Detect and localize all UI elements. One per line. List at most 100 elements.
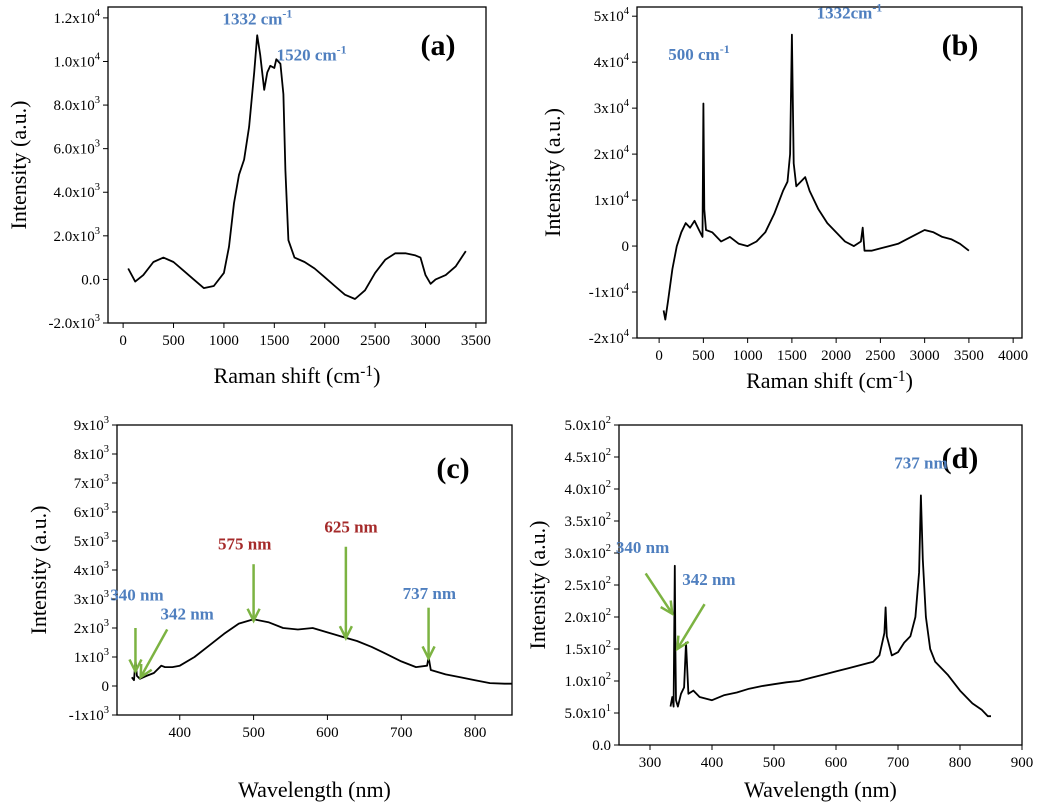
y-tick-label: 2.5x102 (565, 575, 612, 594)
peak-label: 625 nm (324, 517, 377, 536)
annotation-arrowhead (139, 663, 153, 680)
y-tick-label: 2x104 (594, 144, 630, 163)
x-tick-label: 400 (169, 725, 192, 741)
peak-label: 340 nm (110, 585, 163, 604)
panel-c: 400 500 600 700 800 -1x103 0 1x103 2x103 3x103 4x1… (26, 415, 513, 802)
y-tick-label: 3.0x102 (565, 543, 612, 562)
y-tick-label: 3x104 (594, 98, 630, 117)
peak-label: 575 nm (218, 535, 271, 554)
annotation-arrowhead (421, 645, 436, 662)
y-tick-label: 4.0x102 (565, 479, 612, 498)
peak-label: 737 nm (894, 454, 947, 473)
x-tick-label: 4000 (998, 348, 1028, 364)
y-axis-title: Intensity (a.u.) (6, 101, 31, 230)
y-axis-title: Intensity (a.u.) (540, 108, 565, 237)
panel-a: 0 500 1000 1500 2000 2500 3000 3500 -2.0x103 0.0 2… (6, 6, 491, 388)
panel-d: 300 400 500 600 700 800 900 0.0 5.0x101 1.0x102 1.… (525, 415, 1033, 802)
y-tick-label: 2.0x103 (54, 226, 101, 245)
x-axis-title: Raman shift (cm-1) (214, 363, 381, 388)
y-tick-label: 2.0x102 (565, 607, 612, 626)
spectrum-line (669, 494, 991, 718)
y-tick-label: 4x104 (594, 52, 630, 71)
y-tick-label: 6.0x103 (54, 139, 101, 158)
x-tick-label: 500 (763, 755, 786, 771)
x-tick-label: 2000 (310, 333, 340, 349)
x-tick-label: 500 (162, 333, 185, 349)
spectrum-line (662, 33, 970, 321)
plot-frame (107, 6, 487, 324)
annotation-arrowhead (660, 600, 674, 617)
y-tick-label: -2.0x103 (49, 313, 101, 332)
peak-label: 1520 cm-1 (277, 42, 347, 64)
x-axis-title: Raman shift (cm-1) (746, 368, 913, 393)
y-tick-label: 7x103 (74, 473, 109, 492)
y-tick-label: -1x103 (69, 705, 109, 724)
y-tick-label: 1.2x104 (54, 8, 101, 27)
x-axis-title: Wavelength (nm) (238, 777, 391, 802)
x-tick-label: 0 (119, 333, 127, 349)
annotation-arrow (676, 603, 706, 650)
panel-letter: (d) (942, 442, 979, 475)
annotation-arrowhead (675, 635, 690, 652)
x-tick-label: 700 (887, 755, 910, 771)
x-tick-label: 2500 (360, 333, 390, 349)
y-tick-label: 1x104 (594, 190, 630, 209)
x-tick-label: 3500 (954, 348, 984, 364)
x-tick-label: 3500 (461, 333, 491, 349)
y-tick-label: 4.0x103 (54, 182, 101, 201)
y-tick-label: 4.5x102 (565, 447, 612, 466)
plot-frame (636, 6, 1023, 339)
y-tick-label: 8x103 (74, 444, 109, 463)
y-tick-label: 0.0 (81, 272, 100, 288)
x-tick-label: 1500 (259, 333, 289, 349)
x-tick-label: 800 (949, 755, 972, 771)
peak-label: 342 nm (160, 604, 213, 623)
y-tick-label: 1.5x102 (565, 639, 612, 658)
y-tick-label: 2x103 (74, 618, 109, 637)
x-tick-label: 2500 (865, 348, 895, 364)
x-tick-label: 1000 (209, 333, 239, 349)
x-tick-label: 500 (692, 348, 715, 364)
annotation-arrowhead (128, 658, 143, 675)
y-tick-label: 3x103 (74, 589, 109, 608)
y-tick-label: 1x103 (74, 647, 109, 666)
x-tick-label: 1500 (777, 348, 807, 364)
spectrum-line (131, 618, 512, 685)
peak-label: 500 cm-1 (668, 42, 729, 64)
y-tick-label: 0 (622, 239, 630, 255)
y-tick-label: 1.0x104 (54, 51, 101, 70)
y-tick-label: 5.0x102 (565, 415, 612, 434)
y-tick-label: 5.0x101 (565, 703, 612, 722)
x-axis-title: Wavelength (nm) (744, 777, 897, 802)
x-tick-label: 400 (701, 755, 724, 771)
y-tick-label: 4x103 (74, 560, 109, 579)
spectrum-line (127, 34, 467, 300)
y-tick-label: 9x103 (74, 415, 109, 434)
y-tick-label: 0 (102, 679, 110, 695)
x-tick-label: 600 (316, 725, 339, 741)
y-tick-label: -2x104 (589, 328, 630, 347)
x-tick-label: 600 (825, 755, 848, 771)
y-tick-label: 1.0x102 (565, 671, 612, 690)
y-axis-title: Intensity (a.u.) (26, 506, 51, 635)
peak-label: 340 nm (616, 538, 669, 557)
x-tick-label: 3000 (910, 348, 940, 364)
panel-letter: (b) (942, 29, 979, 62)
x-tick-label: 900 (1011, 755, 1034, 771)
annotation-arrowhead (246, 608, 261, 624)
x-tick-label: 1000 (733, 348, 763, 364)
y-tick-label: 5x103 (74, 531, 109, 550)
x-tick-label: 0 (655, 348, 663, 364)
y-tick-label: -1x104 (589, 282, 630, 301)
y-tick-label: 8.0x103 (54, 95, 101, 114)
y-axis-title: Intensity (a.u.) (525, 521, 550, 650)
x-tick-label: 800 (464, 725, 487, 741)
annotation-arrow (139, 628, 169, 678)
x-tick-label: 3000 (411, 333, 441, 349)
panel-b: 0 500 1000 1500 2000 2500 3000 3500 4000 -2x104 -1… (540, 0, 1028, 393)
peak-label: 1332cm-1 (817, 0, 883, 22)
x-tick-label: 2000 (821, 348, 851, 364)
peak-label: 1332 cm-1 (222, 6, 292, 28)
y-tick-label: 0.0 (592, 738, 611, 754)
